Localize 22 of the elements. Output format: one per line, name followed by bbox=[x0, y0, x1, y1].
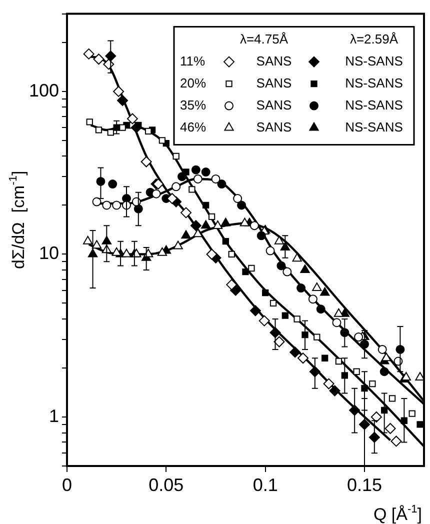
legend-label: NS-SANS bbox=[345, 75, 404, 90]
annotation: λ=4.75Å bbox=[240, 31, 288, 46]
annotation: 20% bbox=[180, 75, 206, 90]
annotation: λ=2.59Å bbox=[350, 31, 398, 46]
x-tick-label: 0.1 bbox=[252, 474, 278, 495]
legend-label: SANS bbox=[256, 97, 292, 112]
y-axis-title: dΣ/dΩ [cm-1] bbox=[7, 170, 28, 269]
legend-label: SANS bbox=[256, 75, 292, 90]
legend-label: NS-SANS bbox=[345, 53, 404, 68]
annotation: 46% bbox=[180, 119, 206, 134]
x-tick-label: 0 bbox=[62, 474, 72, 495]
y-tick-label: 1 bbox=[48, 406, 59, 426]
legend-label: SANS bbox=[256, 53, 292, 68]
legend-label: NS-SANS bbox=[345, 119, 404, 134]
y-tick-label: 100 bbox=[28, 80, 59, 100]
annotation: 11% bbox=[180, 53, 206, 68]
legend-label: NS-SANS bbox=[345, 97, 404, 112]
y-tick-label: 10 bbox=[38, 243, 59, 264]
x-tick-label: 0.15 bbox=[346, 474, 382, 495]
legend-label: SANS bbox=[256, 119, 292, 134]
annotation: 35% bbox=[180, 97, 206, 112]
x-tick-label: 0.05 bbox=[148, 474, 184, 495]
